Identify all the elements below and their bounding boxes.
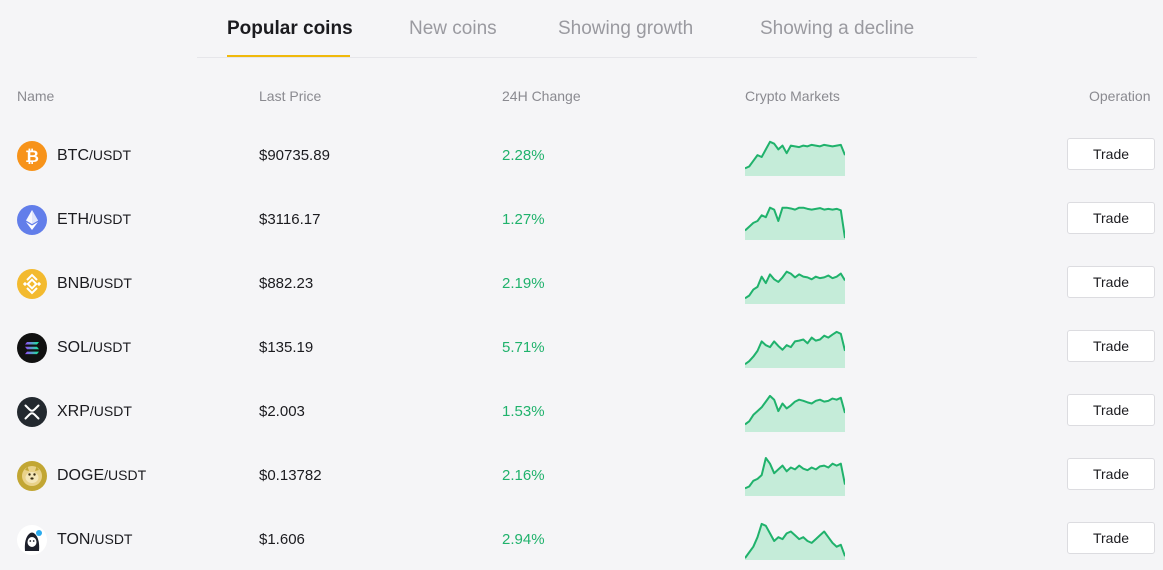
dogecoin-icon [17,461,47,491]
last-price: $2.003 [259,403,305,420]
pair-quote: /USDT [104,467,147,483]
pair-base: SOL [57,339,90,356]
tab-popular-coins[interactable]: Popular coins [227,18,353,39]
sparkline-line [745,270,845,300]
trade-button[interactable]: Trade [1067,202,1155,234]
sparkline-chart [745,394,845,432]
xrp-icon [17,397,47,427]
pair-label: DOGE/USDT [57,467,146,485]
tab-showing-decline[interactable]: Showing a decline [760,18,915,39]
column-header-operation: Operation [1089,88,1151,104]
sparkline-line [745,140,845,170]
pair-base: TON [57,531,91,548]
sparkline-area [745,271,845,304]
pair-quote: /USDT [90,531,133,547]
sparkline-chart [745,140,845,176]
sparkline-area [745,523,845,560]
pair-quote: /USDT [89,403,132,419]
table-row[interactable]: ETH/USDT $3116.17 1.27% Trade [0,186,1163,250]
pair-quote: /USDT [89,147,131,163]
sparkline-line [745,330,845,366]
pair-label: BNB/USDT [57,275,132,293]
trade-button[interactable]: Trade [1067,330,1155,362]
pair-label: TON/USDT [57,531,132,549]
sparkline-line [745,394,845,426]
column-header-crypto-markets: Crypto Markets [745,88,840,104]
last-price: $90735.89 [259,147,330,164]
toncoin-icon [17,525,47,555]
table-row[interactable]: BNB/USDT $882.23 2.19% Trade [0,250,1163,314]
bitcoin-icon: ₿ [17,141,47,171]
sparkline-chart [745,457,845,496]
pair-label: ETH/USDT [57,211,131,229]
pair-quote: /USDT [89,211,131,227]
table-row[interactable]: DOGE/USDT $0.13782 2.16% Trade [0,442,1163,506]
tab-new-coins[interactable]: New coins [409,18,497,39]
table-row[interactable]: SOL/USDT $135.19 5.71% Trade [0,314,1163,378]
bnb-icon [17,269,47,299]
last-price: $882.23 [259,275,314,292]
change-24h: 1.27% [502,211,545,228]
tab-showing-growth[interactable]: Showing growth [558,18,694,39]
sparkline-chart [745,522,845,560]
svg-text:₿: ₿ [25,147,39,167]
sparkline-chart [745,330,845,368]
active-tab-indicator [227,55,350,57]
last-price: $3116.17 [259,211,321,228]
sparkline-line [745,206,845,239]
pair-label: BTC/USDT [57,147,131,165]
pair-quote: /USDT [89,275,132,291]
trade-button[interactable]: Trade [1067,138,1155,170]
change-24h: 2.28% [502,147,545,164]
pair-base: XRP [57,403,90,420]
change-24h: 2.16% [502,467,545,484]
table-row[interactable]: TON/USDT $1.606 2.94% Trade [0,506,1163,570]
column-header-name: Name [17,88,55,104]
trade-button[interactable]: Trade [1067,522,1155,554]
pair-label: XRP/USDT [57,403,132,421]
pair-base: BNB [57,275,90,292]
column-header-24h-change: 24H Change [502,88,581,104]
pair-base: ETH [57,211,89,228]
column-header-last-price: Last Price [259,88,322,104]
change-24h: 1.53% [502,403,545,420]
last-price: $0.13782 [259,467,322,484]
change-24h: 2.19% [502,275,545,292]
sparkline-chart [745,270,845,304]
sparkline-line [745,457,845,490]
trade-button[interactable]: Trade [1067,266,1155,298]
sparkline-area [745,395,845,432]
market-tabs: Popular coins New coins Showing growth S… [197,0,977,58]
trade-button[interactable]: Trade [1067,394,1155,426]
table-row[interactable]: XRP/USDT $2.003 1.53% Trade [0,378,1163,442]
change-24h: 5.71% [502,339,545,356]
change-24h: 2.94% [502,531,545,548]
sparkline-area [745,141,845,176]
sparkline-chart [745,206,845,240]
pair-base: BTC [57,147,89,164]
trade-button[interactable]: Trade [1067,458,1155,490]
last-price: $1.606 [259,531,305,548]
ethereum-icon [17,205,47,235]
solana-icon [17,333,47,363]
last-price: $135.19 [259,339,314,356]
table-row[interactable]: ₿ BTC/USDT $90735.89 2.28% Trade [0,122,1163,186]
sparkline-area [745,207,845,240]
pair-quote: /USDT [89,339,132,355]
sparkline-line [745,522,845,559]
pair-label: SOL/USDT [57,339,131,357]
sparkline-area [745,331,845,368]
pair-base: DOGE [57,467,105,484]
